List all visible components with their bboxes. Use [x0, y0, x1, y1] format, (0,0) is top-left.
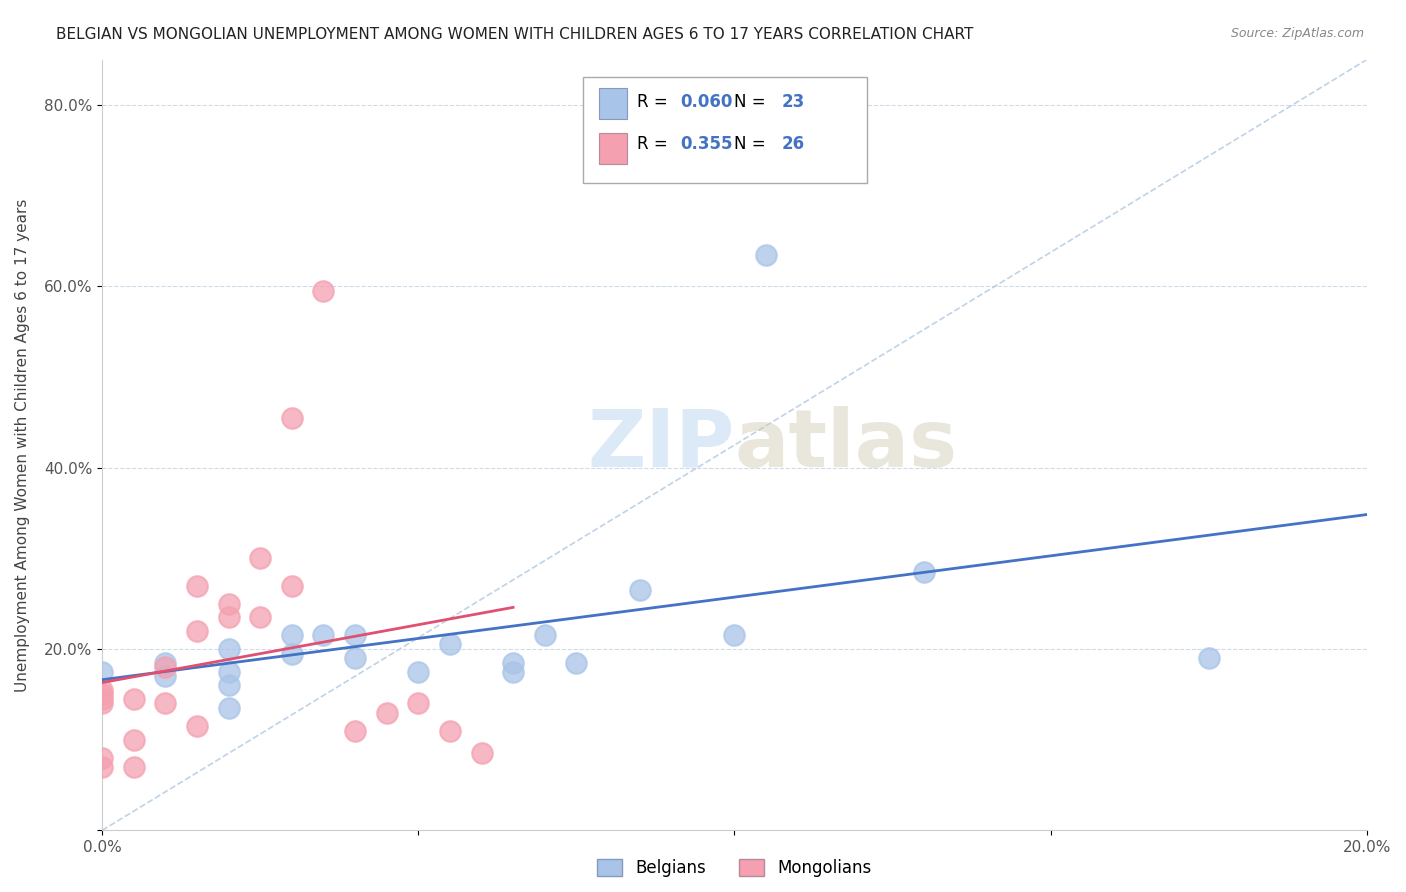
Text: BELGIAN VS MONGOLIAN UNEMPLOYMENT AMONG WOMEN WITH CHILDREN AGES 6 TO 17 YEARS C: BELGIAN VS MONGOLIAN UNEMPLOYMENT AMONG …: [56, 27, 973, 42]
Point: [218, 610, 240, 624]
Point: [91, 697, 114, 711]
Point: [723, 628, 745, 642]
Point: [755, 247, 778, 261]
Point: [122, 760, 145, 774]
Point: [628, 583, 651, 598]
Point: [155, 669, 177, 683]
Point: [218, 597, 240, 611]
Text: N =: N =: [734, 135, 772, 153]
Point: [281, 410, 304, 425]
Point: [218, 642, 240, 657]
Point: [155, 656, 177, 670]
Text: atlas: atlas: [734, 406, 957, 484]
Point: [281, 578, 304, 592]
Point: [344, 651, 367, 665]
Point: [281, 647, 304, 661]
Point: [91, 665, 114, 679]
Point: [565, 656, 588, 670]
Point: [218, 665, 240, 679]
Point: [91, 760, 114, 774]
Text: R =: R =: [637, 93, 673, 111]
Point: [91, 687, 114, 701]
Text: R =: R =: [637, 135, 673, 153]
Point: [912, 565, 935, 579]
Point: [218, 678, 240, 692]
Point: [1198, 651, 1220, 665]
FancyBboxPatch shape: [582, 77, 868, 183]
Point: [344, 723, 367, 738]
Text: 0.355: 0.355: [681, 135, 733, 153]
Bar: [599, 133, 627, 163]
Point: [122, 732, 145, 747]
Point: [470, 747, 492, 761]
Point: [439, 638, 461, 652]
Bar: [599, 88, 627, 119]
Point: [249, 610, 271, 624]
Point: [312, 284, 335, 298]
Point: [218, 701, 240, 715]
Point: [502, 665, 524, 679]
Point: [249, 551, 271, 566]
Text: 0.060: 0.060: [681, 93, 733, 111]
Point: [186, 624, 208, 638]
Point: [186, 719, 208, 733]
Text: 23: 23: [782, 93, 804, 111]
Point: [312, 628, 335, 642]
Point: [502, 656, 524, 670]
Point: [122, 692, 145, 706]
Point: [375, 706, 398, 720]
Point: [91, 692, 114, 706]
Point: [155, 660, 177, 674]
Point: [344, 628, 367, 642]
Point: [408, 665, 430, 679]
Text: Source: ZipAtlas.com: Source: ZipAtlas.com: [1230, 27, 1364, 40]
Point: [91, 751, 114, 765]
Point: [439, 723, 461, 738]
Point: [408, 697, 430, 711]
Text: ZIP: ZIP: [588, 406, 734, 484]
Text: 26: 26: [782, 135, 804, 153]
Legend: Belgians, Mongolians: Belgians, Mongolians: [591, 852, 879, 884]
Text: N =: N =: [734, 93, 772, 111]
Point: [186, 578, 208, 592]
Point: [533, 628, 555, 642]
Y-axis label: Unemployment Among Women with Children Ages 6 to 17 years: Unemployment Among Women with Children A…: [15, 198, 30, 691]
Point: [281, 628, 304, 642]
Point: [91, 682, 114, 697]
Point: [155, 697, 177, 711]
